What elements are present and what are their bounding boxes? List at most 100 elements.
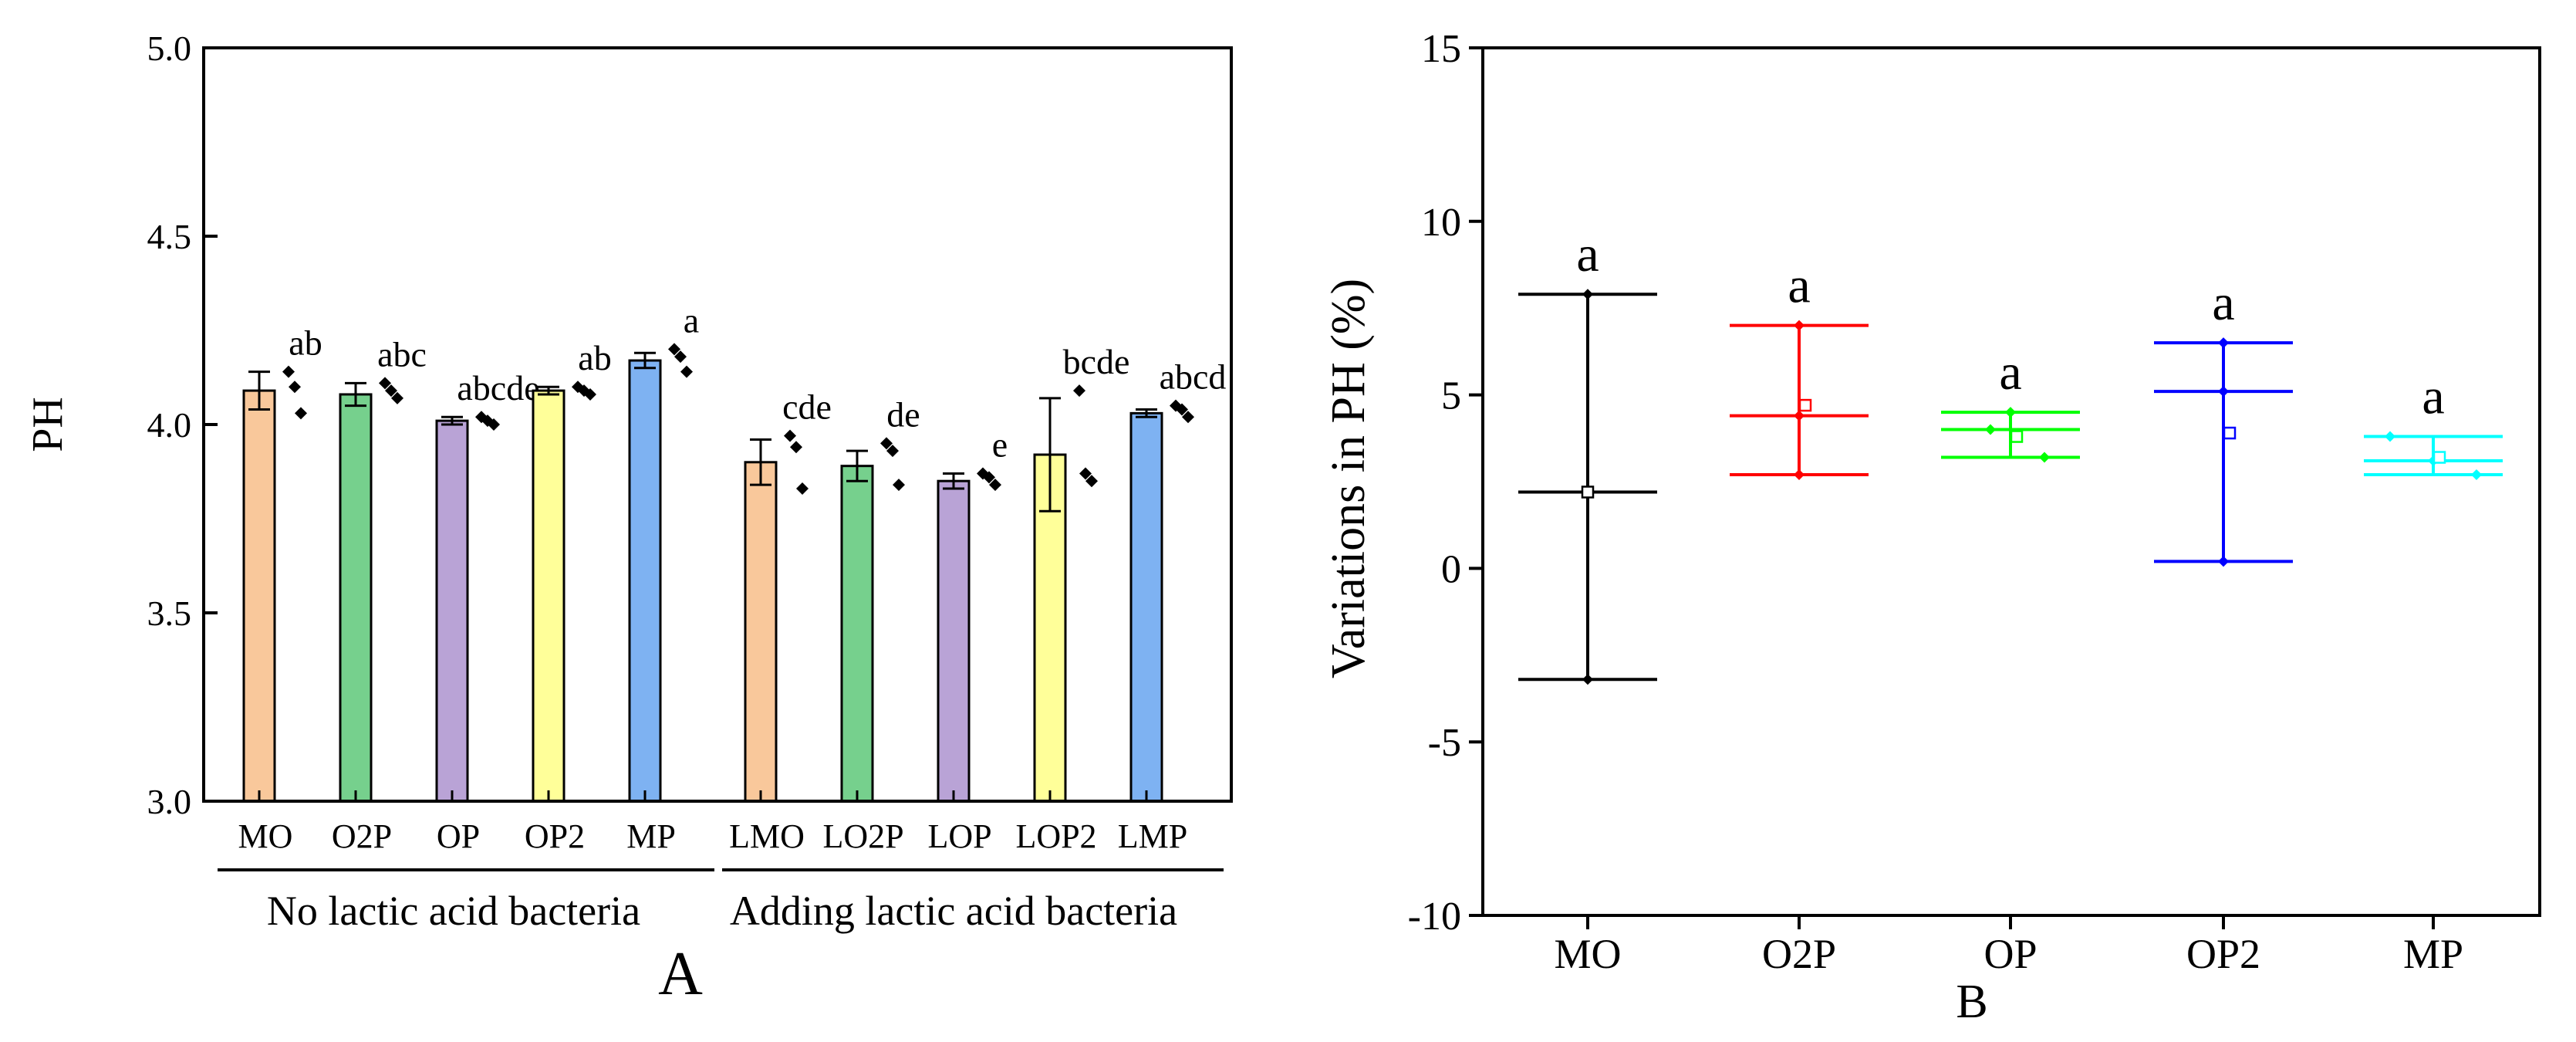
significance-letter: abcd xyxy=(1160,357,1227,397)
x-tick-label: O2P xyxy=(1762,931,1836,977)
mean-marker xyxy=(2433,451,2446,464)
mean-marker xyxy=(2010,430,2024,443)
data-point xyxy=(282,365,295,378)
y-tick-label: 10 xyxy=(1421,201,1461,245)
panel-a-y-axis-label: PH xyxy=(24,397,72,452)
significance-letter: a xyxy=(2212,275,2234,331)
panel-b-y-axis-label: Variations in PH (%) xyxy=(1322,279,1375,678)
data-point xyxy=(680,365,693,378)
x-tick-label: MP xyxy=(626,817,676,855)
panel-b: -10 -5 0 5 10 15 a MO a O2P a OP a OP2 a MP Variations… xyxy=(1322,27,2541,1028)
data-point xyxy=(784,429,796,442)
bar xyxy=(1129,411,1163,803)
data-point xyxy=(578,384,590,398)
data-point xyxy=(1985,424,1996,435)
data-point xyxy=(295,407,307,420)
data-point xyxy=(2218,386,2229,398)
data-point xyxy=(1182,411,1194,424)
significance-letter: e xyxy=(992,425,1008,464)
box-group: a MO xyxy=(1518,226,1657,977)
data-point xyxy=(880,437,893,450)
y-tick-label: 4.5 xyxy=(147,217,192,256)
y-tick-label: 5.0 xyxy=(147,29,192,68)
box-group: a OP xyxy=(1941,344,2080,977)
bar-group: bcde LOP2 xyxy=(1015,342,1129,855)
data-point xyxy=(2218,337,2229,349)
significance-letter: a xyxy=(1576,226,1599,282)
data-point xyxy=(1582,289,1593,300)
bar xyxy=(840,465,874,803)
bar-group: e LOP xyxy=(927,425,1008,855)
y-tick-label: -10 xyxy=(1408,895,1461,939)
panel-b-y-ticks: -10 -5 0 5 10 15 xyxy=(1408,27,1483,939)
bar-group: ab MO xyxy=(238,323,322,855)
y-tick-label: 3.5 xyxy=(147,594,192,633)
panel-b-label: B xyxy=(1956,976,1987,1028)
data-point xyxy=(289,381,301,394)
y-tick-label: 15 xyxy=(1421,27,1461,71)
bar-group: ab OP2 xyxy=(525,338,612,855)
mean-marker xyxy=(1798,398,1812,412)
significance-letter: a xyxy=(1788,258,1810,314)
significance-letter: de xyxy=(886,394,920,434)
bar xyxy=(242,389,276,803)
data-point xyxy=(790,441,802,454)
y-tick-label: 0 xyxy=(1441,547,1461,591)
bar xyxy=(628,359,662,803)
x-tick-label: MP xyxy=(2403,931,2463,977)
data-point xyxy=(1794,320,1805,331)
significance-letter: a xyxy=(2422,369,2444,425)
x-tick-label: OP xyxy=(1983,931,2037,977)
data-point xyxy=(2385,431,2395,442)
data-point xyxy=(488,418,500,431)
bar xyxy=(532,389,566,803)
bar xyxy=(1033,453,1067,803)
data-point xyxy=(989,479,1001,492)
panel-a-label: A xyxy=(658,940,703,1008)
panel-a-y-ticks: 3.0 3.5 4.0 4.5 5.0 xyxy=(147,29,218,821)
bar-group: abcd LMP xyxy=(1118,357,1227,855)
bar-group: abcde OP xyxy=(435,368,540,855)
bar-group: a MP xyxy=(626,300,699,855)
significance-letter: cde xyxy=(782,387,832,427)
data-point xyxy=(674,350,687,364)
y-tick-label: 3.0 xyxy=(147,782,192,821)
bar-group: de LO2P xyxy=(822,394,920,855)
mean-marker xyxy=(1581,485,1595,499)
significance-letter: bcde xyxy=(1063,342,1130,381)
x-tick-label: MO xyxy=(238,817,293,855)
panel-a-bars: ab MO abc O2P abcde OP ab OP2 a MP cde LMO de LO2P e LO… xyxy=(238,300,1227,855)
bar-group: cde LMO xyxy=(729,387,832,855)
x-tick-label: OP2 xyxy=(2186,931,2260,977)
x-tick-label: LOP2 xyxy=(1015,817,1096,855)
significance-letter: abcde xyxy=(457,368,539,408)
data-point xyxy=(385,384,397,398)
data-point xyxy=(1794,469,1805,481)
data-point xyxy=(1079,467,1092,480)
data-point xyxy=(2218,556,2229,567)
x-tick-label: OP2 xyxy=(525,817,585,855)
data-point xyxy=(1073,384,1085,398)
data-point xyxy=(983,471,995,484)
data-point xyxy=(2471,469,2482,481)
data-point xyxy=(886,445,899,458)
mean-marker xyxy=(2223,426,2237,440)
box-group: a MP xyxy=(2364,369,2503,977)
group-label-no-lab: No lactic acid bacteria xyxy=(267,888,640,934)
bar-group: abc O2P xyxy=(332,334,427,855)
data-point xyxy=(2005,407,2016,418)
y-tick-label: 5 xyxy=(1441,374,1461,418)
y-tick-label: -5 xyxy=(1428,721,1461,765)
bar xyxy=(339,393,373,803)
bar xyxy=(435,419,469,803)
box-group: a O2P xyxy=(1730,258,1869,977)
significance-letter: ab xyxy=(289,323,322,363)
x-tick-label: LMO xyxy=(729,817,805,855)
x-tick-label: LOP xyxy=(927,817,991,855)
bar xyxy=(937,479,971,803)
data-point xyxy=(379,377,391,390)
panel-a: 3.03.54.04.55.0 abMOabcO2PabcdeOPabOP2aM… xyxy=(24,29,1233,1008)
x-tick-label: O2P xyxy=(332,817,392,855)
data-point xyxy=(1582,674,1593,685)
